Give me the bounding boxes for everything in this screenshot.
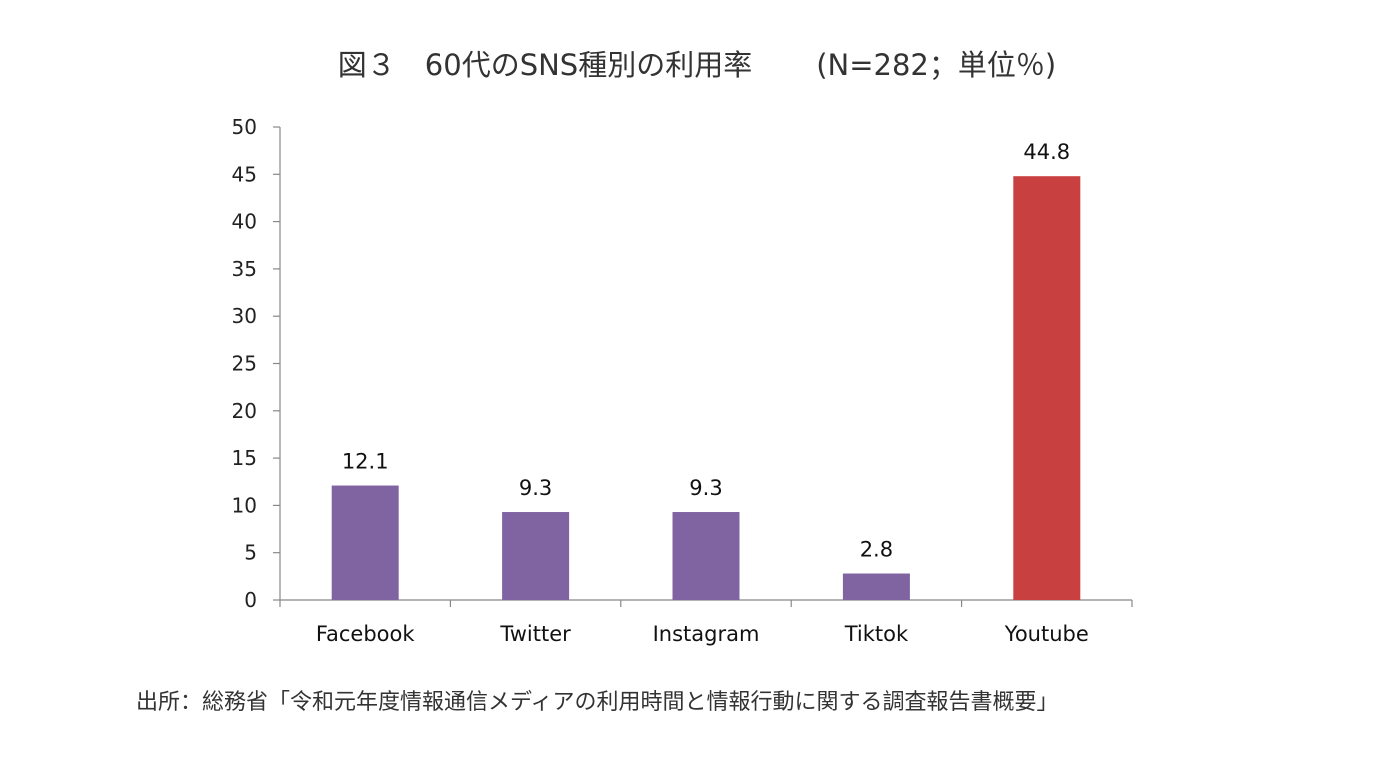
y-axis: 0 5 10 15 20 25 30 35 40 45 50 [232, 115, 281, 612]
x-tick-label: Twitter [499, 622, 571, 646]
chart-title-note: (N=282；単位％) [816, 48, 1057, 82]
y-tick-label: 30 [232, 304, 257, 328]
y-tick-label: 15 [232, 446, 257, 470]
y-tick-label: 45 [232, 162, 257, 186]
y-tick-label: 35 [232, 257, 257, 281]
data-label: 44.8 [1023, 140, 1070, 164]
bar-twitter [502, 512, 570, 600]
y-tick-label: 20 [232, 399, 257, 423]
data-labels: 12.1 9.3 9.3 2.8 44.8 [342, 140, 1070, 561]
data-label: 12.1 [342, 450, 389, 474]
y-tick-label: 25 [232, 352, 257, 376]
chart-title: 図３ 60代のSNS種別の利用率 (N=282；単位％) [0, 42, 1394, 84]
bar-tiktok [842, 573, 910, 600]
y-tick-label: 10 [232, 493, 257, 517]
bar-facebook [331, 485, 399, 600]
chart-title-main: 図３ 60代のSNS種別の利用率 [337, 48, 753, 82]
data-label: 2.8 [860, 538, 893, 562]
bar-youtube [1013, 176, 1081, 600]
y-tick-label: 40 [232, 210, 257, 234]
source-note: 出所：総務省「令和元年度情報通信メディアの利用時間と情報行動に関する調査報告書概… [136, 690, 1059, 715]
y-tick-label: 0 [244, 588, 257, 612]
y-tick-label: 5 [244, 541, 257, 565]
x-axis: Facebook Twitter Instagram Tiktok Youtube [279, 599, 1133, 646]
bar-instagram [672, 512, 740, 600]
x-tick-label: Tiktok [844, 622, 909, 646]
y-tick-label: 50 [232, 115, 257, 139]
x-tick-label: Youtube [1004, 622, 1089, 646]
data-label: 9.3 [519, 476, 552, 500]
x-tick-label: Instagram [653, 622, 760, 646]
data-label: 9.3 [689, 476, 722, 500]
bars [331, 176, 1081, 600]
x-tick-label: Facebook [316, 622, 416, 646]
